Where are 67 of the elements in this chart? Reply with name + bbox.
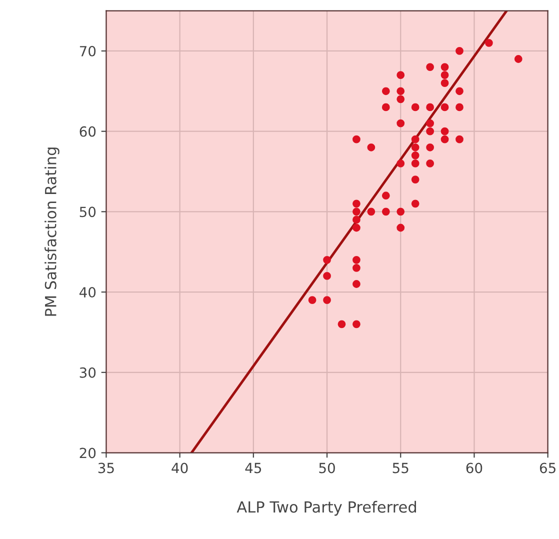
y-tick-label: 70 bbox=[80, 46, 96, 56]
point bbox=[456, 47, 464, 55]
point bbox=[411, 143, 420, 152]
point bbox=[382, 103, 390, 112]
point bbox=[352, 216, 360, 224]
point bbox=[411, 176, 420, 184]
point bbox=[352, 135, 360, 144]
point bbox=[352, 280, 360, 288]
point bbox=[367, 208, 376, 216]
point bbox=[382, 192, 390, 200]
point bbox=[514, 55, 522, 63]
point bbox=[440, 71, 449, 80]
point bbox=[396, 160, 405, 168]
point bbox=[411, 103, 420, 112]
point bbox=[456, 87, 464, 96]
point bbox=[440, 135, 449, 144]
point bbox=[352, 224, 360, 232]
point bbox=[411, 151, 420, 160]
point bbox=[440, 63, 449, 71]
point bbox=[411, 135, 420, 144]
y-tick-label: 20 bbox=[80, 448, 96, 458]
point bbox=[308, 296, 316, 304]
x-tick-label: 55 bbox=[392, 462, 408, 474]
point bbox=[323, 256, 331, 264]
y-tick-label: 30 bbox=[80, 367, 96, 378]
point bbox=[382, 208, 390, 216]
point bbox=[484, 38, 493, 47]
point bbox=[338, 320, 346, 328]
y-tick-label: 50 bbox=[80, 206, 96, 218]
point bbox=[396, 208, 405, 216]
point bbox=[367, 143, 376, 152]
point bbox=[352, 264, 360, 272]
x-tick-label: 65 bbox=[540, 462, 556, 474]
y-tick-label: 40 bbox=[79, 287, 96, 298]
x-axis-title: ALP Two Party Preferred bbox=[236, 500, 416, 516]
point bbox=[323, 272, 331, 280]
point bbox=[411, 200, 420, 208]
point bbox=[323, 296, 331, 304]
point bbox=[411, 160, 420, 168]
x-tick-label: 45 bbox=[245, 462, 262, 474]
point bbox=[382, 87, 390, 96]
point bbox=[352, 256, 360, 264]
x-tick-label: 35 bbox=[98, 462, 114, 474]
y-tick-label: 60 bbox=[80, 126, 96, 137]
point bbox=[456, 135, 464, 144]
point bbox=[426, 143, 434, 152]
x-tick-label: 40 bbox=[172, 462, 188, 474]
point bbox=[426, 160, 434, 168]
point bbox=[396, 224, 405, 232]
point bbox=[426, 63, 434, 71]
point bbox=[352, 320, 360, 328]
point bbox=[440, 103, 449, 112]
y-axis-title: PM Satisfaction Rating bbox=[44, 148, 60, 316]
point bbox=[426, 127, 434, 136]
x-tick-label: 50 bbox=[319, 462, 335, 474]
point bbox=[396, 119, 405, 128]
point bbox=[440, 79, 449, 88]
point bbox=[352, 208, 360, 216]
point bbox=[396, 95, 405, 104]
point bbox=[440, 127, 449, 136]
point bbox=[426, 103, 434, 112]
point bbox=[456, 103, 464, 112]
point bbox=[396, 71, 405, 80]
point bbox=[352, 200, 360, 208]
point bbox=[396, 87, 405, 96]
point bbox=[426, 119, 434, 128]
x-tick-label: 60 bbox=[466, 462, 482, 474]
